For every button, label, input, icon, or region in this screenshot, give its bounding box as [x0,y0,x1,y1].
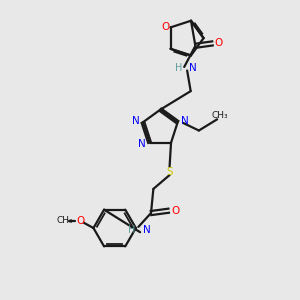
Text: O: O [161,22,170,32]
Text: N: N [132,116,140,125]
Text: N: N [181,116,188,125]
Text: CH₃: CH₃ [57,216,73,225]
Text: O: O [76,216,84,226]
Text: H: H [128,225,135,235]
Text: S: S [167,167,173,177]
Text: O: O [171,206,179,216]
Text: N: N [138,140,146,149]
Text: N: N [189,63,196,73]
Text: O: O [215,38,223,48]
Text: CH₃: CH₃ [211,111,228,120]
Text: H: H [175,63,182,73]
Text: N: N [143,225,151,235]
